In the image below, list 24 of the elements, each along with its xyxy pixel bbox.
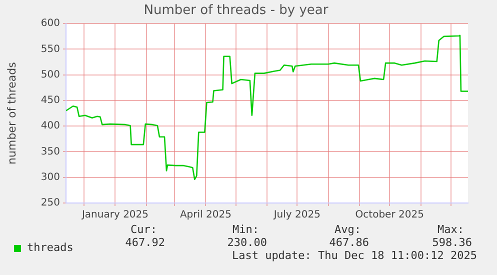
y-tick-label: 300 (40, 172, 60, 183)
y-tick-label: 450 (40, 95, 60, 106)
text: Cur: (130, 223, 157, 236)
text: Last update: Thu Dec 18 11:00:12 2025 (232, 249, 477, 262)
y-tick-label: 550 (40, 44, 60, 55)
y-tick-label: 500 (40, 69, 60, 80)
x-tick-label: April 2025 (180, 210, 232, 221)
y-tick-label: 250 (40, 198, 60, 209)
y-axis-title: number of threads (5, 62, 18, 164)
y-tick-label: 400 (40, 120, 60, 132)
text: 467.86 (329, 236, 369, 249)
text: 598.36 (432, 236, 472, 249)
text: Min: (232, 223, 259, 236)
y-tick-label: 350 (40, 146, 60, 158)
x-tick-label: October 2025 (355, 210, 424, 221)
x-tick-label: January 2025 (80, 210, 149, 221)
x-tick-label: July 2025 (272, 210, 320, 221)
chart-title: Number of threads - by year (144, 3, 329, 18)
text: Max: (438, 223, 464, 236)
y-tick-label: 600 (40, 18, 60, 30)
legend-label: threads (27, 241, 74, 254)
text: 467.92 (125, 236, 165, 249)
text: 230.00 (227, 236, 267, 249)
text: Avg: (334, 223, 361, 236)
